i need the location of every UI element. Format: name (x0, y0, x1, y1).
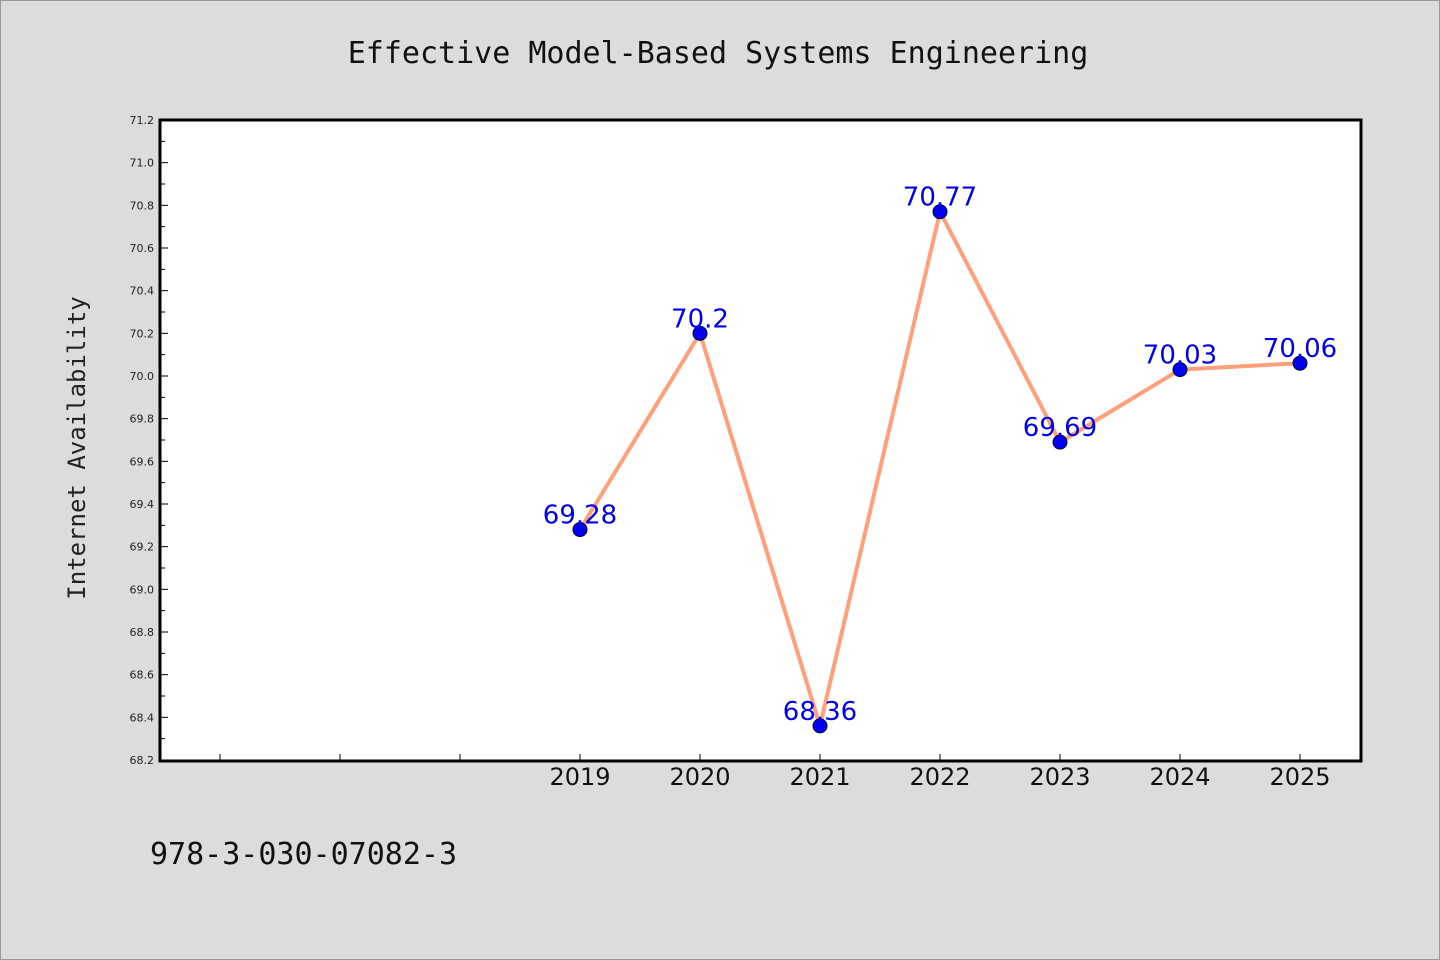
isbn-footer: 978-3-030-07082-3 (150, 837, 457, 872)
x-tick-label: 2020 (669, 763, 730, 791)
data-label: 70.06 (1263, 334, 1337, 364)
data-label: 70.77 (903, 183, 977, 213)
y-tick-label: 70.6 (130, 242, 155, 255)
data-point-markers (572, 204, 1308, 734)
data-point-marker (1172, 362, 1188, 378)
x-tick-label: 2022 (909, 763, 970, 791)
x-tick-label: 2021 (789, 763, 850, 791)
data-label: 68.36 (783, 697, 857, 727)
data-label: 69.28 (543, 501, 617, 531)
y-tick-label: 70.0 (130, 370, 155, 383)
y-axis-ticks: 68.2 68.4 68.6 68.8 69.0 69.2 69.4 69.6 69.8 70.0… (130, 114, 168, 767)
data-point-marker (572, 522, 588, 538)
y-tick-label: 70.8 (130, 199, 155, 212)
data-label-group: 69.28 70.2 68.36 70.77 69.69 70.03 70.06 (543, 183, 1337, 727)
chart-title: Effective Model-Based Systems Engineerin… (348, 36, 1089, 71)
y-tick-label: 70.2 (130, 327, 155, 340)
y-tick-label: 68.4 (130, 711, 155, 724)
y-tick-label: 69.8 (130, 413, 155, 426)
y-tick-label: 71.2 (130, 114, 155, 127)
x-tick-label: 2025 (1269, 763, 1330, 791)
y-tick-label: 69.0 (130, 583, 155, 596)
y-axis-label: Internet Availability (63, 296, 91, 599)
data-label: 70.2 (671, 304, 729, 334)
x-tick-label: 2023 (1029, 763, 1090, 791)
data-label: 70.03 (1143, 341, 1217, 371)
x-axis-ticks: 2019 2020 2021 2022 2023 2024 2025 (219, 754, 1331, 791)
y-tick-label: 69.4 (130, 498, 155, 511)
y-tick-label: 69.6 (130, 455, 155, 468)
data-point-marker (692, 325, 708, 341)
y-tick-label: 68.6 (130, 669, 155, 682)
y-tick-label: 69.2 (130, 541, 155, 554)
data-point-marker (932, 204, 948, 220)
plot-area (158, 118, 1363, 763)
y-tick-label: 68.8 (130, 626, 155, 639)
data-point-marker (1292, 355, 1308, 371)
x-tick-label: 2024 (1149, 763, 1210, 791)
y-tick-label: 68.2 (130, 754, 155, 767)
data-point-marker (812, 718, 828, 734)
data-label: 69.69 (1023, 413, 1097, 443)
y-tick-label: 71.0 (130, 157, 155, 170)
x-tick-label: 2019 (549, 763, 610, 791)
data-point-marker (1052, 434, 1068, 450)
y-tick-label: 70.4 (130, 285, 155, 298)
